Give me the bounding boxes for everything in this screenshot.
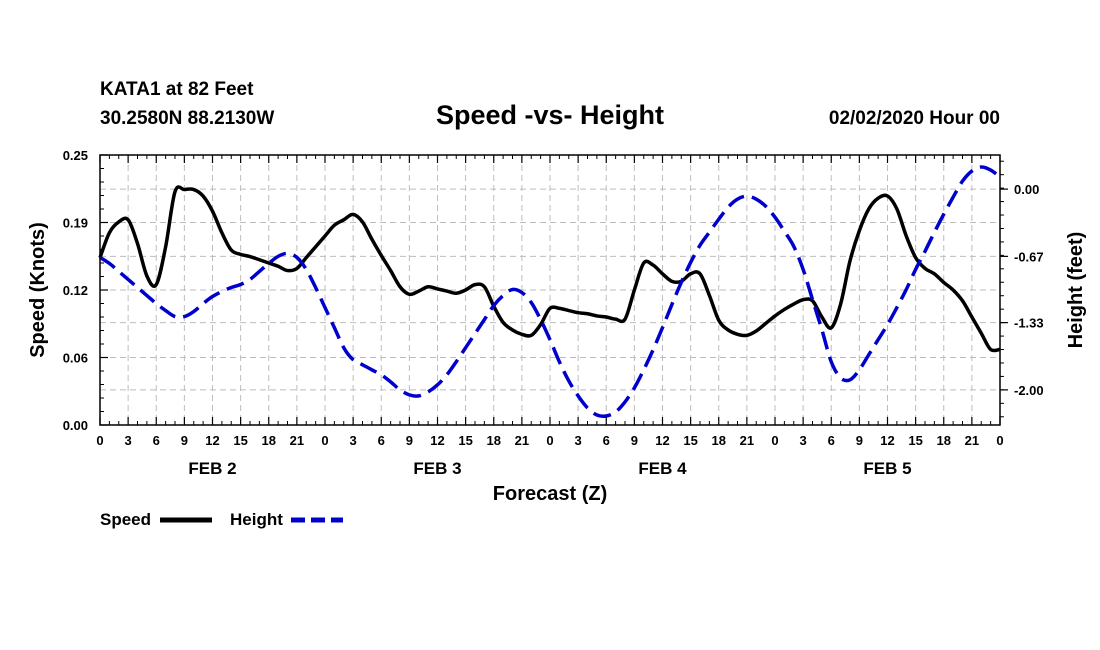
axis-ticks — [99, 154, 1008, 426]
x-tick-label: 9 — [631, 433, 638, 448]
y-tick-label: 0.06 — [63, 351, 88, 366]
x-tick-label: 3 — [125, 433, 132, 448]
x-tick-label: 15 — [458, 433, 472, 448]
x-tick-label: 12 — [880, 433, 894, 448]
legend-speed-label: Speed — [100, 510, 151, 529]
x-tick-label: 3 — [350, 433, 357, 448]
y-axis-label: Speed (Knots) — [27, 222, 49, 358]
y2-tick-label: -0.67 — [1014, 249, 1044, 264]
x-tick-label: 18 — [487, 433, 501, 448]
series-line-height — [99, 165, 1002, 418]
legend: Speed Height — [100, 510, 343, 529]
x-tick-label: 6 — [603, 433, 610, 448]
x-tick-label: 21 — [740, 433, 754, 448]
x-tick-label: 0 — [996, 433, 1003, 448]
datetime-label: 02/02/2020 Hour 00 — [829, 108, 1000, 129]
y-tick-label: 0.00 — [63, 418, 88, 433]
x-tick-label: 6 — [378, 433, 385, 448]
y2-tick-label: 0.00 — [1014, 182, 1039, 197]
x-tick-label: 3 — [800, 433, 807, 448]
x-tick-label: 21 — [290, 433, 304, 448]
legend-height-label: Height — [230, 510, 283, 529]
x-tick-label: 21 — [965, 433, 979, 448]
chart-title: Speed -vs- Height — [436, 100, 664, 130]
x-axis-label: Forecast (Z) — [493, 483, 607, 505]
y2-tick-label: -1.33 — [1014, 316, 1044, 331]
day-label: FEB 3 — [413, 459, 461, 478]
x-tick-label: 18 — [712, 433, 726, 448]
x-tick-label: 15 — [908, 433, 922, 448]
x-tick-label: 9 — [856, 433, 863, 448]
x-tick-label: 3 — [575, 433, 582, 448]
y2-axis-label: Height (feet) — [1065, 232, 1087, 349]
y2-tick-label: -2.00 — [1014, 383, 1044, 398]
x-tick-label: 6 — [153, 433, 160, 448]
x-tick-label: 12 — [205, 433, 219, 448]
x-tick-label: 0 — [771, 433, 778, 448]
y-tick-label: 0.12 — [63, 283, 88, 298]
station-label: KATA1 at 82 Feet — [100, 79, 254, 100]
x-tick-label: 21 — [515, 433, 529, 448]
day-label: FEB 4 — [638, 459, 687, 478]
y-tick-label: 0.25 — [63, 148, 88, 163]
x-tick-label: 15 — [683, 433, 697, 448]
x-tick-label: 18 — [937, 433, 951, 448]
x-tick-label: 0 — [96, 433, 103, 448]
x-tick-label: 0 — [546, 433, 553, 448]
day-label: FEB 2 — [188, 459, 236, 478]
y-tick-label: 0.19 — [63, 216, 88, 231]
axis-tick-labels: 0 3 6 9 12 15 18 21 0 3 6 9 12 15 18 21 0 3 6 9 12 15 18 21 0 3 6 9… — [63, 148, 1044, 478]
x-tick-label: 18 — [262, 433, 276, 448]
x-tick-label: 15 — [233, 433, 247, 448]
grid-lines — [100, 155, 1000, 425]
day-label: FEB 5 — [863, 459, 911, 478]
x-tick-label: 12 — [655, 433, 669, 448]
x-tick-label: 12 — [430, 433, 444, 448]
coords-label: 30.2580N 88.2130W — [100, 108, 274, 129]
series-lines — [98, 165, 1002, 418]
x-tick-label: 6 — [828, 433, 835, 448]
series-line-speed — [98, 185, 1001, 353]
x-tick-label: 9 — [406, 433, 413, 448]
x-tick-label: 0 — [321, 433, 328, 448]
x-tick-label: 9 — [181, 433, 188, 448]
